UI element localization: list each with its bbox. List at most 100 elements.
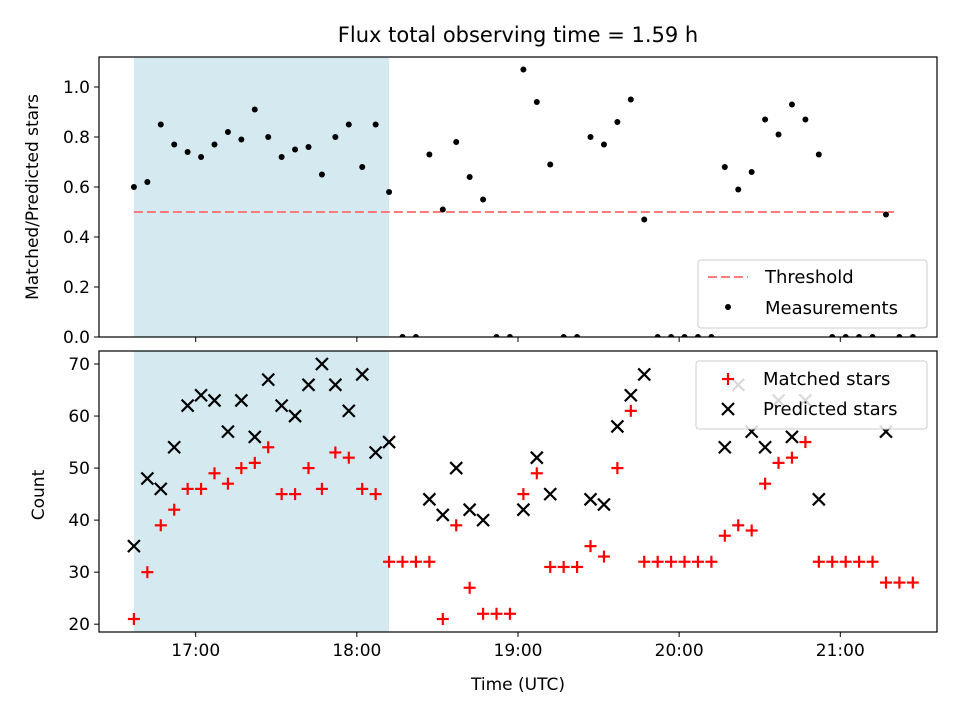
predicted-star-point-b [449, 461, 464, 475]
measurement-point [721, 164, 728, 170]
predicted-star-point [328, 378, 343, 392]
predicted-star-point [785, 430, 799, 444]
measurement-point [547, 161, 554, 168]
predicted-star-point-b [382, 435, 396, 449]
predicted-star-point [449, 461, 464, 475]
bottom-legend-box [695, 360, 928, 430]
measurement-point [224, 129, 231, 135]
predicted-star-point [422, 492, 437, 507]
measurement-point [533, 99, 540, 105]
matched-star-point [477, 607, 490, 620]
matched-star-point [490, 607, 503, 620]
predicted-star-point-b [422, 492, 437, 507]
predicted-star-point [476, 513, 490, 527]
top-legend-box [697, 259, 928, 329]
matched-star-point [262, 441, 275, 454]
measurement-point [453, 139, 460, 145]
predicted-star-point-b [436, 508, 450, 522]
measurement-point [775, 131, 782, 138]
predicted-star-point [812, 492, 826, 507]
predicted-star-point-b [637, 367, 652, 382]
measurement-point [480, 196, 487, 203]
matched-star-point [812, 555, 825, 568]
matched-star-point [893, 576, 906, 589]
measurement-point [668, 334, 675, 337]
predicted-star-point [436, 508, 450, 522]
measurement-point [909, 334, 916, 337]
predicted-star-point-b [248, 430, 262, 444]
predicted-star-point-b [301, 378, 316, 392]
matched-star-point [785, 451, 798, 464]
bottom-x-tick-label: 18:00 [332, 641, 381, 661]
predicted-star-point [140, 471, 155, 486]
measurement-point [426, 151, 433, 158]
matched-star-point [342, 451, 355, 464]
predicted-star-point-b [368, 445, 383, 460]
predicted-star-point-b [180, 398, 195, 413]
predicted-star-point [382, 435, 396, 449]
y-axis-label-bottom: Count [29, 469, 49, 520]
matched-star-point [745, 524, 758, 537]
matched-star-point [423, 555, 436, 568]
predicted-star-point [624, 388, 638, 403]
matched-star-point [356, 482, 369, 495]
predicted-star-point [194, 388, 208, 403]
matched-star-point [584, 540, 597, 553]
predicted-star-point-b [167, 440, 181, 455]
predicted-legend-label: Predicted stars [763, 399, 897, 420]
measurement-point [372, 121, 379, 128]
measurement-point [184, 149, 191, 155]
measurement-point [882, 211, 889, 218]
measurement-point [292, 146, 299, 153]
measurement-point [345, 121, 352, 128]
predicted-star-point-b [624, 388, 638, 403]
matched-star-point [597, 550, 610, 563]
measurement-point [574, 334, 581, 337]
measurement-point [560, 334, 567, 337]
predicted-star-point-b [530, 450, 544, 465]
matched-star-point [409, 555, 422, 568]
measurement-point [198, 154, 205, 160]
matched-star-point [611, 462, 624, 475]
predicted-star-point [597, 497, 611, 512]
matched-star-point [866, 555, 879, 568]
measurement-point [587, 134, 594, 140]
matched-star-point [127, 612, 140, 625]
top-shaded-span [133, 57, 390, 337]
matched-star-point [651, 555, 664, 568]
matched-star-point [705, 555, 718, 568]
matched-star-point [450, 519, 463, 532]
predicted-star-point [288, 409, 302, 423]
measurement-point [654, 334, 661, 337]
measurement-point [305, 144, 312, 150]
measurement-point [708, 334, 715, 337]
measurement-point [332, 134, 339, 140]
measurements-legend-swatch [725, 304, 731, 310]
predicted-star-point [274, 398, 289, 413]
predicted-star-point-b [355, 367, 369, 382]
measurement-point [600, 141, 607, 148]
predicted-star-point [207, 393, 222, 408]
predicted-star-point [543, 487, 558, 501]
predicted-star-point-b [516, 502, 531, 517]
predicted-star-point-b [597, 497, 611, 512]
top-y-tick-label: 0.6 [63, 178, 90, 198]
predicted-star-point-b [194, 388, 208, 403]
predicted-star-point-b [342, 404, 356, 418]
matched-star-point [208, 467, 221, 480]
predicted-star-point-b [758, 440, 772, 455]
top-y-tick-label: 0.2 [63, 278, 90, 298]
predicted-star-point [355, 367, 369, 382]
predicted-star-point-b [610, 419, 625, 434]
predicted-star-point [610, 419, 625, 434]
matched-legend-label: Matched stars [763, 369, 890, 390]
predicted-star-point-b [812, 492, 826, 507]
measurement-point [802, 116, 809, 123]
matched-star-point [665, 555, 678, 568]
matched-star-point [383, 555, 396, 568]
predicted-star-point [153, 482, 168, 496]
matched-star-point [329, 446, 342, 459]
measurement-point [735, 186, 742, 193]
measurement-point [520, 66, 527, 73]
